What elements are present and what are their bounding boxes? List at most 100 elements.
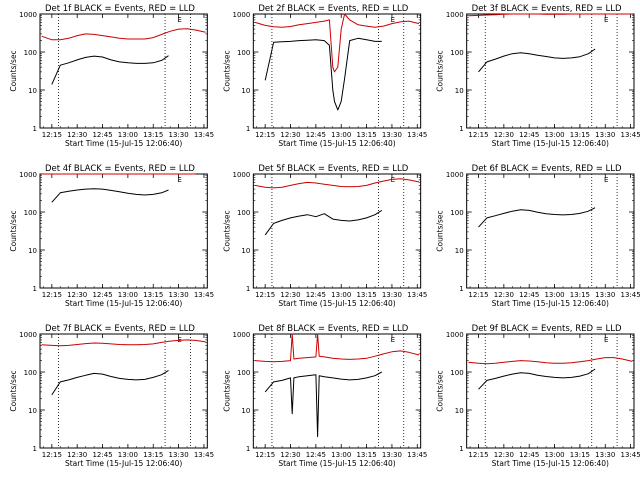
x-tick-label: 12:45 (92, 451, 112, 459)
lld-series-line (41, 28, 206, 41)
x-tick-label: 13:30 (169, 451, 189, 459)
events-series-line (264, 37, 382, 111)
y-tick-label: 1000 (233, 11, 251, 19)
y-tick-label: 100 (24, 369, 37, 377)
lld-series-line (254, 333, 420, 363)
x-axis-label: Start Time (15-Jul-15 12:06:40) (492, 459, 609, 468)
y-tick-label: 1 (459, 125, 463, 133)
y-axis-label: Counts/sec (9, 210, 18, 251)
x-tick-label: 13:45 (194, 291, 214, 299)
y-tick-label: 10 (455, 87, 464, 95)
y-tick-label: 100 (24, 209, 37, 217)
x-tick-label: 12:30 (494, 291, 514, 299)
y-tick-label: 100 (450, 49, 463, 57)
panel-5: Det 5f BLACK = Events, RED = LLD 1 10 100 10… (222, 164, 427, 308)
y-tick-label: 1 (246, 285, 250, 293)
y-tick-label: 1000 (19, 331, 37, 339)
lld-series-line (254, 13, 420, 73)
x-tick-label: 13:00 (118, 131, 138, 139)
x-tick-label: 12:30 (280, 451, 300, 459)
x-tick-label: 13:30 (382, 131, 402, 139)
y-tick-label: 10 (455, 247, 464, 255)
x-tick-label: 12:15 (42, 451, 62, 459)
x-tick-label: 12:30 (280, 131, 300, 139)
x-tick-label: 13:30 (169, 131, 189, 139)
panel-title: Det 8f BLACK = Events, RED = LLD (258, 324, 408, 334)
x-tick-label: 13:45 (194, 131, 214, 139)
axes-frame (466, 333, 635, 449)
x-tick-label: 12:15 (255, 291, 275, 299)
corner-label: E (604, 16, 608, 24)
panel-title: Det 4f BLACK = Events, RED = LLD (45, 164, 195, 174)
x-tick-label: 12:45 (519, 451, 539, 459)
x-axis-label: Start Time (15-Jul-15 12:06:40) (65, 139, 182, 148)
corner-label: E (604, 176, 608, 184)
x-tick-label: 12:15 (468, 291, 488, 299)
y-axis-label: Counts/sec (222, 50, 231, 91)
x-axis-label: Start Time (15-Jul-15 12:06:40) (65, 299, 182, 308)
events-series-line (51, 55, 169, 85)
x-tick-label: 12:30 (67, 131, 87, 139)
corner-label: E (604, 336, 608, 344)
y-tick-label: 100 (450, 209, 463, 217)
x-tick-label: 13:00 (331, 131, 351, 139)
y-axis-label: Counts/sec (222, 370, 231, 411)
panel-title: Det 1f BLACK = Events, RED = LLD (45, 4, 195, 14)
y-tick-label: 100 (237, 369, 250, 377)
lld-series-line (468, 357, 633, 365)
corner-label: E (391, 16, 395, 24)
panel-6: Det 6f BLACK = Events, RED = LLD 1 10 100 10… (436, 164, 640, 308)
x-tick-label: 13:30 (382, 451, 402, 459)
x-tick-label: 13:15 (143, 291, 163, 299)
x-tick-label: 12:45 (92, 131, 112, 139)
y-tick-label: 10 (28, 87, 37, 95)
y-axis-label: Counts/sec (222, 210, 231, 251)
x-tick-label: 12:30 (280, 291, 300, 299)
y-tick-label: 1000 (233, 331, 251, 339)
x-tick-label: 13:15 (143, 131, 163, 139)
x-tick-label: 13:15 (570, 291, 590, 299)
x-tick-label: 13:15 (570, 451, 590, 459)
axes-frame (466, 13, 635, 129)
x-tick-label: 12:45 (306, 131, 326, 139)
axes-frame (466, 173, 635, 289)
y-axis-label: Counts/sec (436, 50, 445, 91)
axes-frame (252, 173, 422, 289)
x-tick-label: 13:30 (595, 451, 615, 459)
y-tick-label: 1000 (233, 171, 251, 179)
y-tick-label: 1000 (446, 11, 464, 19)
corner-label: E (391, 176, 395, 184)
y-axis-label: Counts/sec (436, 210, 445, 251)
y-tick-label: 100 (450, 369, 463, 377)
x-tick-label: 13:45 (621, 131, 640, 139)
panel-3: Det 3f BLACK = Events, RED = LLD 1 10 100 10… (436, 4, 640, 148)
x-tick-label: 12:45 (92, 291, 112, 299)
panel-4: Det 4f BLACK = Events, RED = LLD 1 10 100 10… (9, 164, 214, 308)
x-axis-label: Start Time (15-Jul-15 12:06:40) (278, 299, 395, 308)
axes-frame (39, 173, 208, 289)
panel-title: Det 3f BLACK = Events, RED = LLD (472, 4, 622, 14)
lld-series-line (468, 13, 633, 17)
y-tick-label: 100 (237, 209, 250, 217)
events-series-line (264, 209, 383, 236)
y-tick-label: 1 (33, 285, 37, 293)
x-tick-label: 13:45 (621, 291, 640, 299)
x-tick-label: 13:00 (331, 451, 351, 459)
y-tick-label: 10 (241, 87, 250, 95)
y-tick-label: 10 (28, 247, 37, 255)
x-tick-label: 13:00 (544, 131, 564, 139)
y-tick-label: 1000 (19, 171, 37, 179)
y-tick-label: 10 (241, 247, 250, 255)
y-tick-label: 1000 (446, 171, 464, 179)
y-tick-label: 10 (241, 407, 250, 415)
panel-9: Det 9f BLACK = Events, RED = LLD 1 10 100 10… (436, 324, 640, 468)
y-axis-label: Counts/sec (436, 370, 445, 411)
events-series-line (478, 207, 596, 228)
x-tick-label: 12:30 (67, 291, 87, 299)
x-tick-label: 13:30 (169, 291, 189, 299)
lld-series-line (41, 339, 206, 347)
x-tick-label: 13:15 (143, 451, 163, 459)
y-tick-label: 10 (28, 407, 37, 415)
events-series-line (51, 369, 169, 396)
